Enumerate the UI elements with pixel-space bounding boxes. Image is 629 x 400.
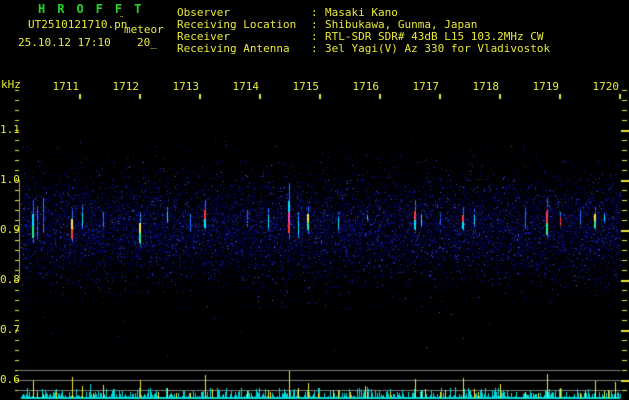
y-axis-label: 1.1 [0,123,20,136]
observation-datetime: 25.10.12 17:10 [18,36,111,49]
x-axis-label: 1716 [352,80,380,93]
y-axis-label: 0.8 [0,273,20,286]
second-counter: 20_ [137,36,157,49]
header-value-observer: Masaki Kano [325,6,398,19]
y-axis-label: 0.6 [0,373,20,386]
header-label-receiver: Receiver [177,30,230,43]
app-title: HROFFT [38,2,154,16]
x-axis-label: 1720 [592,80,620,93]
header-colon-receiving-location: : [311,18,318,31]
header-colon-receiving-antenna: : [311,42,318,55]
file-name: UT2510121710.pn [28,18,128,31]
x-axis-label: 1718 [472,80,500,93]
station-name: meteor [124,23,164,36]
y-axis-label: 0.9 [0,223,20,236]
x-axis-label: 1711 [52,80,80,93]
y-axis-label: 1.0 [0,173,20,186]
filename-g-marks: ¨ [119,16,125,26]
x-axis-label: 1719 [532,80,560,93]
x-axis-label: 1717 [412,80,440,93]
x-axis-label: 1713 [172,80,200,93]
header-label-receiving-antenna: Receiving Antenna [177,42,290,55]
header-label-receiving-location: Receiving Location [177,18,297,31]
header-value-receiving-antenna: 3el Yagi(V) Az 330 for Vladivostok [325,42,551,55]
header-value-receiver: RTL-SDR SDR# 43dB L15 103.2MHz CW [325,30,544,43]
x-axis-label: 1715 [292,80,320,93]
header-colon-observer: : [311,6,318,19]
header-value-receiving-location: Shibukawa, Gunma, Japan [325,18,478,31]
y-axis-label: 0.7 [0,323,20,336]
x-axis-label: 1712 [112,80,140,93]
header-label-observer: Observer [177,6,230,19]
header-colon-receiver: : [311,30,318,43]
x-axis-label: 1714 [232,80,260,93]
y-axis-unit-label: kHz [1,78,21,91]
